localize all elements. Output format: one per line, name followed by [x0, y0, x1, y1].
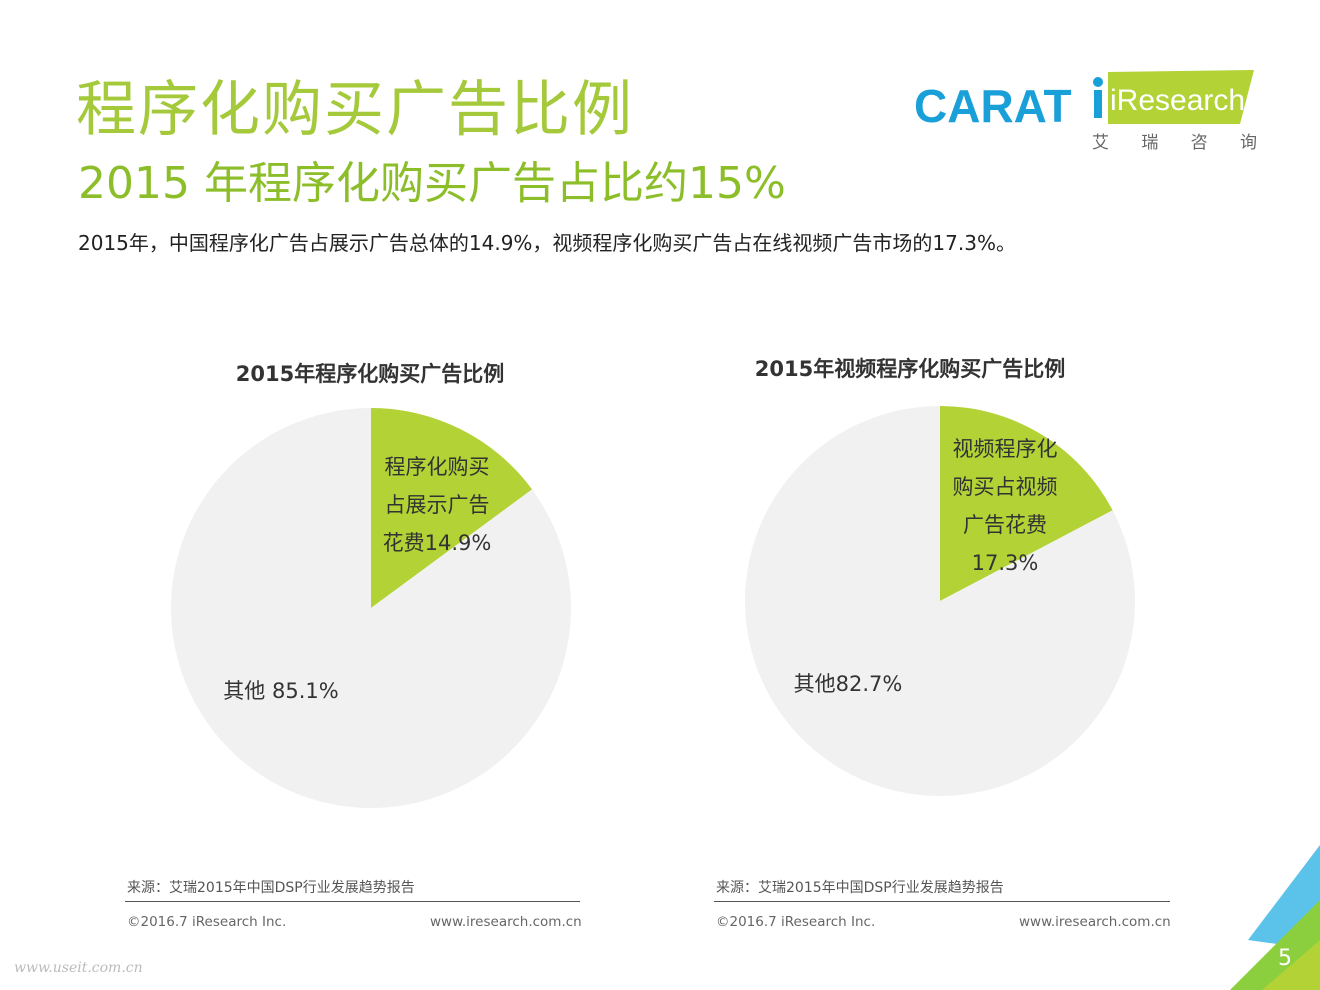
- pie-label-line: 购买占视频: [952, 475, 1058, 499]
- pie-label-line: 其他82.7%: [793, 672, 903, 696]
- iresearch-cn-label: 艾 瑞 咨 询: [1092, 128, 1257, 153]
- pie-label-line: 占展示广告: [384, 493, 490, 517]
- copyright: ©2016.7 iResearch Inc.: [127, 914, 287, 930]
- pie-slice-other: [745, 406, 1135, 796]
- pie-label-line: 其他 85.1%: [223, 679, 339, 703]
- page-title: 程序化购买广告比例: [76, 75, 634, 145]
- pie-chart-video-programmatic: [745, 406, 1135, 796]
- pie-slice-label: 程序化购买 占展示广告 花费14.9%: [372, 448, 502, 562]
- watermark: www.useit.com.cn: [14, 960, 143, 976]
- pie-slice-other: [171, 408, 572, 808]
- iresearch-logo: iResearch: [1093, 70, 1254, 124]
- divider: [714, 901, 1170, 902]
- chart-title: 2015年程序化购买广告比例: [235, 362, 505, 386]
- carat-logo: CARAT: [914, 80, 1072, 132]
- pie-label-line: 视频程序化: [952, 437, 1058, 461]
- svg-text:iResearch: iResearch: [1110, 84, 1245, 117]
- pie-slice-programmatic: [371, 408, 533, 608]
- iresearch-cn-char: 艾: [1092, 133, 1109, 153]
- page-number: 5: [1278, 946, 1292, 971]
- pie-slice-label: 其他82.7%: [778, 665, 918, 703]
- intro-text: 2015年，中国程序化广告占展示广告总体的14.9%，视频程序化购买广告占在线视…: [78, 231, 1016, 255]
- pie-slice-label: 视频程序化 购买占视频 广告花费 17.3%: [940, 430, 1070, 582]
- source-note: 来源：艾瑞2015年中国DSP行业发展趋势报告: [127, 880, 415, 896]
- chart-title: 2015年视频程序化购买广告比例: [754, 357, 1066, 381]
- iresearch-cn-char: 瑞: [1141, 133, 1159, 153]
- source-note: 来源：艾瑞2015年中国DSP行业发展趋势报告: [716, 880, 1004, 896]
- pie-label-line: 17.3%: [971, 551, 1039, 575]
- copyright: ©2016.7 iResearch Inc.: [716, 914, 876, 930]
- pie-slice-label: 其他 85.1%: [206, 672, 356, 710]
- website-link[interactable]: www.iresearch.com.cn: [430, 914, 582, 930]
- divider: [125, 901, 580, 902]
- website-link[interactable]: www.iresearch.com.cn: [1019, 914, 1171, 930]
- pie-label-line: 程序化购买: [384, 455, 490, 479]
- pie-chart-programmatic: [171, 408, 572, 808]
- iresearch-cn-char: 咨: [1190, 133, 1208, 153]
- page-subtitle: 2015 年程序化购买广告占比约15%: [78, 158, 786, 209]
- pie-slice-programmatic: [940, 406, 1113, 601]
- pie-label-line: 花费14.9%: [382, 531, 492, 555]
- iresearch-cn-char: 询: [1239, 133, 1257, 153]
- pie-label-line: 广告花费: [963, 513, 1047, 537]
- corner-decoration: [1230, 845, 1320, 990]
